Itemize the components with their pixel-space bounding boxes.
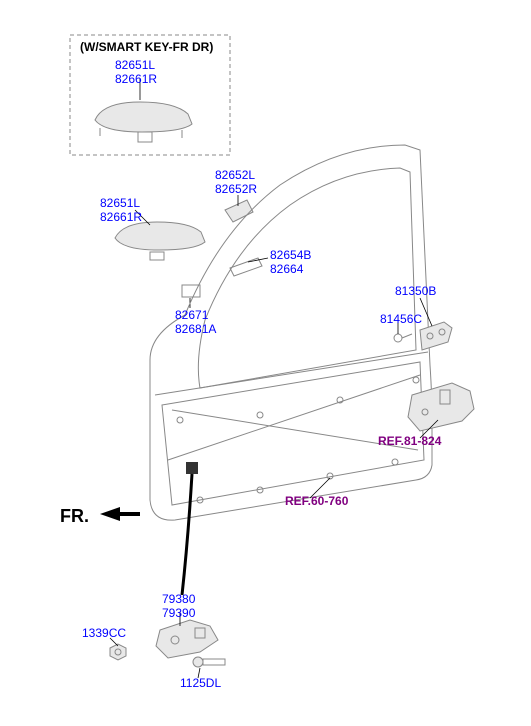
label-checker-bot[interactable]: 79390 [162,606,195,620]
label-panel-l[interactable]: 82671 [175,308,208,322]
diagram-svg [0,0,531,726]
label-handle-r[interactable]: 82661R [100,210,142,224]
screw-graphic [394,334,412,342]
label-ref1[interactable]: REF.81-824 [378,434,441,448]
cover-graphic [225,200,253,222]
label-cover-l[interactable]: 82652L [215,168,255,182]
label-cover-r[interactable]: 82652R [215,182,257,196]
inset-title: (W/SMART KEY-FR DR) [80,40,213,54]
label-fr: FR. [60,506,89,528]
inset-handle-graphic [95,102,192,142]
striker-graphic [420,322,452,350]
label-striker-b[interactable]: 81350B [395,284,436,298]
label-ref2[interactable]: REF.60-760 [285,494,348,508]
bolt-graphic [193,657,225,667]
main-handle-graphic [115,222,205,260]
fr-arrow-graphic [100,507,140,521]
pad-graphic [230,258,262,276]
label-pad-b[interactable]: 82654B [270,248,311,262]
label-panel-r[interactable]: 82681A [175,322,216,336]
label-handle-l[interactable]: 82651L [100,196,140,210]
label-checker-top[interactable]: 79380 [162,592,195,606]
label-nut[interactable]: 1339CC [82,626,126,640]
label-inset-handle-r[interactable]: 82661R [115,72,157,86]
label-inset-handle-l[interactable]: 82651L [115,58,155,72]
nut-graphic [110,644,126,660]
connector-graphic [186,462,198,474]
label-pad[interactable]: 82664 [270,262,303,276]
label-screw-c[interactable]: 81456C [380,312,422,326]
label-bolt[interactable]: 1125DL [180,676,221,690]
checker-graphic [156,620,218,658]
latch-graphic [408,383,474,431]
cable-graphic [182,474,192,595]
